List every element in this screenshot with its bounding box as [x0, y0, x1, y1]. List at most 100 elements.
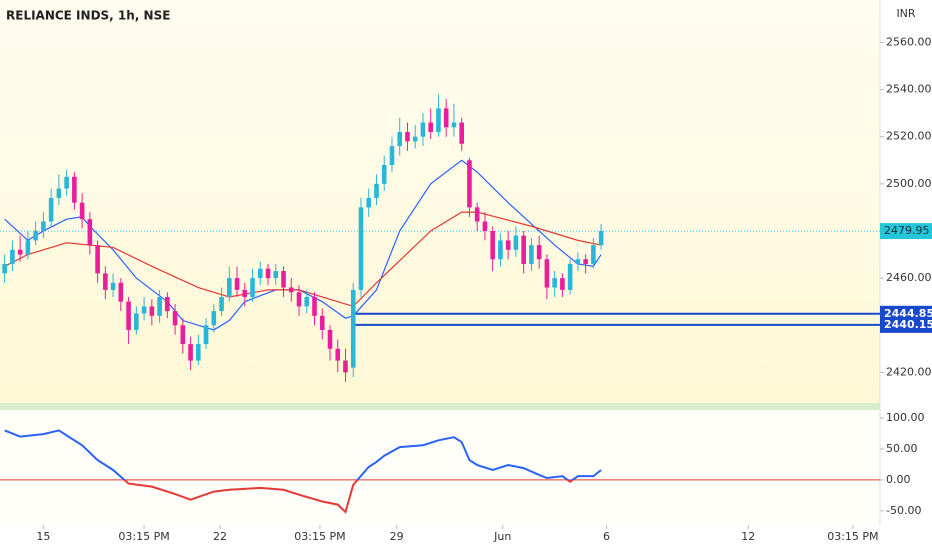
candle-body [72, 176, 77, 203]
candle-body [536, 245, 542, 260]
candle-body [64, 176, 69, 189]
osc-tick-label: 50.00 [886, 442, 918, 455]
candle-body [257, 268, 263, 279]
candle-body [33, 230, 38, 241]
candle-body [188, 344, 193, 361]
candle-body [250, 278, 255, 297]
candle-body [141, 306, 147, 314]
y-tick-label: 2500.00 [886, 177, 932, 190]
candle-body [226, 278, 232, 297]
candle-body [172, 311, 178, 326]
candle-body [529, 245, 534, 264]
candle-body [505, 240, 511, 250]
y-tick-label: 2540.00 [886, 83, 932, 96]
candle-body [288, 287, 294, 293]
candle-body [459, 122, 464, 144]
candle-body [87, 219, 93, 246]
candle-body [180, 325, 186, 345]
candle-body [134, 313, 139, 330]
candle-body [56, 188, 62, 198]
oscillator-line [4, 429, 602, 514]
x-tick-label: 22 [213, 530, 227, 543]
candle-body [467, 160, 472, 208]
candle-body [219, 296, 224, 312]
candle-body [412, 136, 418, 142]
candle-body [451, 122, 457, 128]
x-tick-label: 03:15 PM [827, 530, 878, 543]
osc-tick-label: 100.00 [886, 411, 925, 424]
candle-body [381, 164, 387, 184]
candle-body [498, 240, 503, 260]
candle-body [405, 131, 410, 142]
candle-body [41, 221, 46, 231]
candle-body [304, 296, 310, 307]
candle-body [583, 259, 588, 264]
candle-body [48, 197, 54, 222]
candle-body [575, 259, 581, 264]
candle-body [196, 344, 201, 361]
currency-label: INR [896, 7, 915, 20]
candle-body [25, 240, 31, 255]
candle-body [591, 245, 596, 264]
level-label: 2440.15 [884, 318, 932, 331]
price-pane [0, 0, 880, 403]
osc-tick-label: 0.00 [886, 473, 911, 486]
candle-body [126, 301, 131, 330]
last-price-label: 2479.95 [884, 224, 930, 237]
candle-body [95, 245, 100, 274]
y-tick-label: 2520.00 [886, 130, 932, 143]
candle-body [234, 278, 240, 290]
candle-body [513, 235, 519, 250]
candle-body [482, 221, 488, 231]
last-price-box [880, 223, 932, 240]
candle-body [428, 122, 434, 132]
candle-body [79, 202, 85, 220]
pane-divider [0, 403, 880, 410]
candle-body [436, 108, 441, 132]
candle-body [149, 306, 155, 316]
candle-body [420, 122, 426, 137]
marks [0, 94, 880, 514]
candle-body [350, 289, 356, 368]
candle-body [374, 183, 379, 198]
x-tick-label: 15 [36, 530, 50, 543]
level-label-box [880, 316, 932, 333]
candle-body [281, 271, 286, 288]
candle-body [242, 289, 248, 297]
candle-body [312, 296, 317, 316]
candle-body [296, 292, 302, 307]
candle-body [358, 207, 364, 290]
candle-body [335, 348, 341, 361]
x-tick-label: 03:15 PM [294, 530, 345, 543]
candle-body [17, 249, 23, 255]
candle-body [389, 146, 395, 165]
candle-body [2, 263, 7, 274]
chart-title: RELIANCE INDS, 1h, NSE [6, 9, 170, 23]
x-tick-label: 12 [741, 530, 755, 543]
candle-body [521, 235, 526, 264]
candle-body [598, 231, 604, 246]
candle-body [110, 282, 116, 290]
x-tick-label: 29 [390, 530, 404, 543]
candle-body [490, 230, 495, 260]
candle-body [265, 268, 271, 279]
candle-body [203, 325, 209, 345]
candle-body [474, 207, 480, 222]
y-tick-label: 2420.00 [886, 365, 932, 378]
candle-body [165, 296, 170, 312]
x-tick-label: 03:15 PM [118, 530, 169, 543]
x-tick-label: 6 [603, 530, 610, 543]
candle-body [10, 249, 15, 264]
oscillator-pane [0, 410, 880, 525]
candle-body [319, 315, 325, 330]
candle-body [118, 282, 124, 302]
candle-body [552, 278, 557, 288]
candle-body [157, 296, 162, 316]
x-tick-label: Jun [493, 530, 511, 543]
level-label: 2444.85 [884, 307, 932, 320]
candle-body [273, 271, 279, 279]
candle-body [343, 360, 348, 373]
candle-body [211, 311, 217, 326]
candle-body [103, 273, 108, 290]
